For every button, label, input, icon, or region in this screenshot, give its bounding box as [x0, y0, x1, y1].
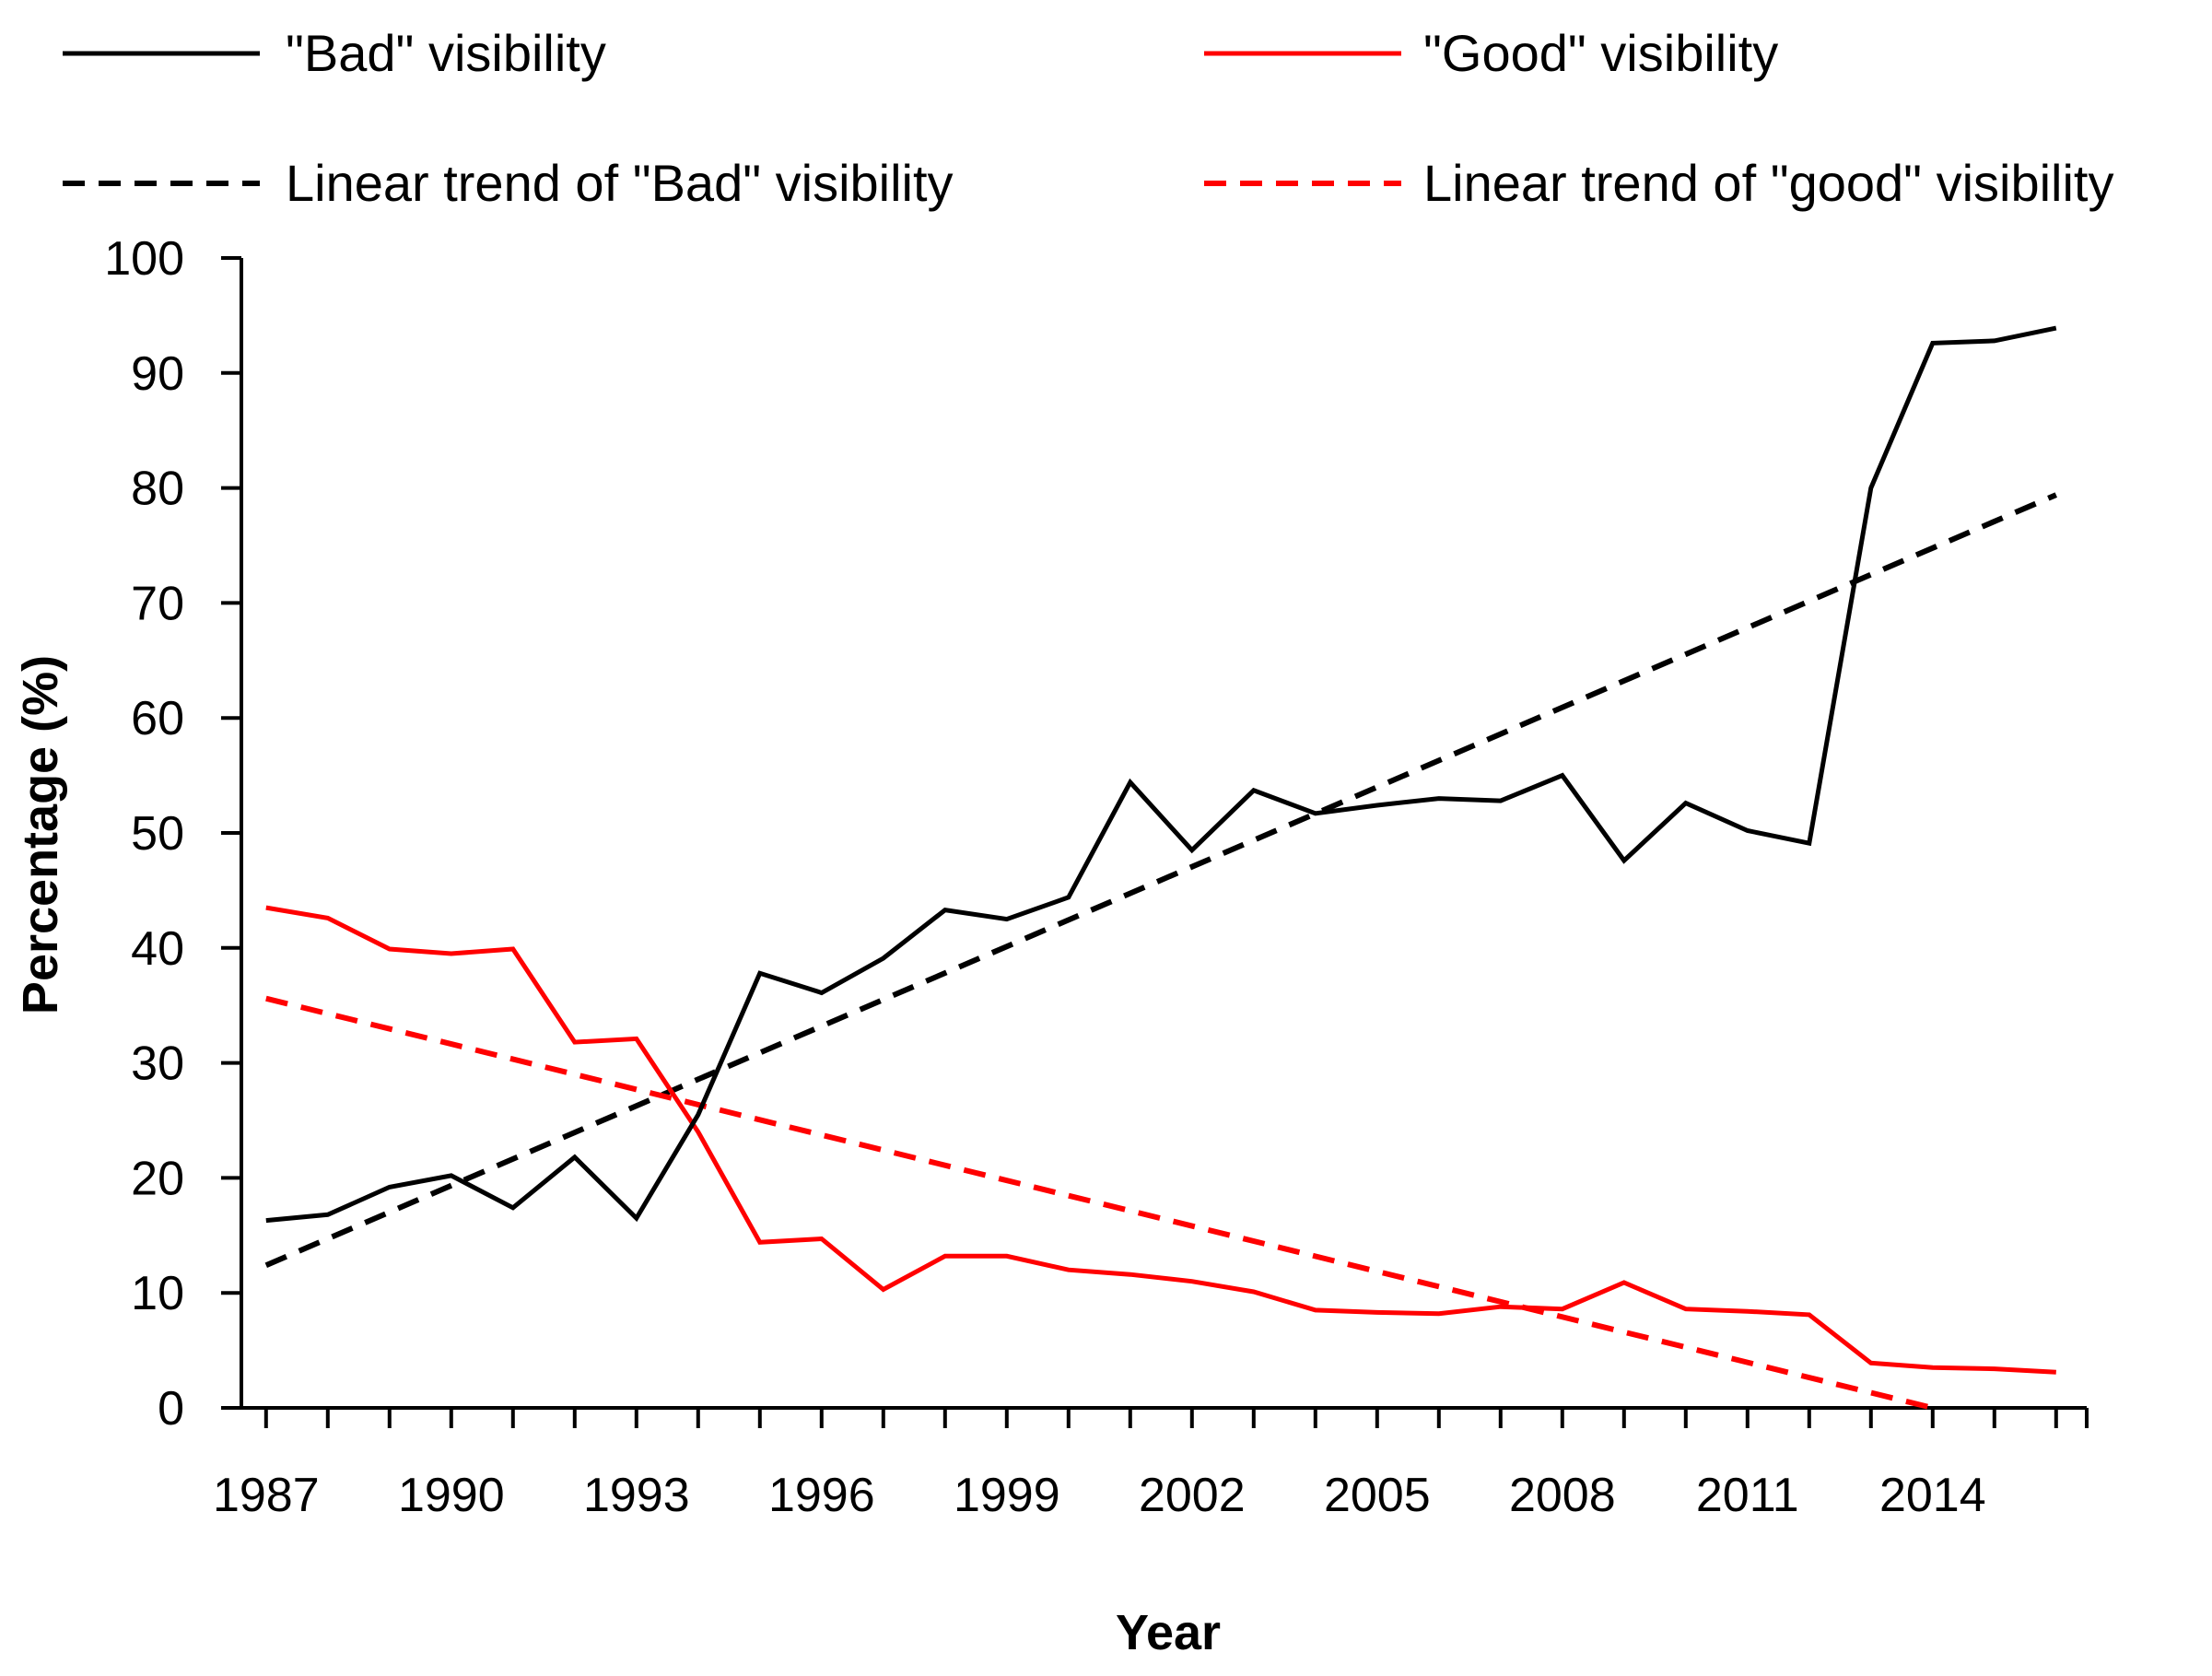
y-tick-label: 20 — [131, 1152, 184, 1205]
y-tick-label: 60 — [131, 692, 184, 745]
trend-bad-visibility-line — [264, 492, 2057, 1268]
y-tick-label: 100 — [104, 232, 184, 286]
y-tick-label: 90 — [131, 347, 184, 401]
x-tick-label: 1999 — [954, 1469, 1060, 1522]
y-tick-label: 0 — [158, 1382, 184, 1436]
y-tick-label: 80 — [131, 463, 184, 516]
y-axis-ticks: 0 10 20 30 40 50 60 70 80 90 100 — [104, 232, 241, 1436]
plot-area — [264, 325, 2057, 1411]
legend: "Bad" visibility "Good" visibility Linea… — [63, 24, 2114, 212]
legend-label-good-trend: Linear trend of "good" visibility — [1423, 154, 2114, 212]
y-tick-label: 40 — [131, 922, 184, 976]
x-axis-ticks: 1987 1990 1993 1996 1999 2002 2005 2008 2011 2014 — [213, 1408, 2089, 1522]
y-tick-label: 50 — [131, 807, 184, 861]
legend-label-bad-trend: Linear trend of "Bad" visibility — [286, 154, 954, 212]
x-tick-label: 2011 — [1696, 1469, 1799, 1522]
series-bad-visibility-line — [265, 325, 2057, 1224]
legend-label-bad: "Bad" visibility — [286, 24, 606, 82]
x-axis-title: Year — [1116, 1605, 1221, 1660]
y-tick-label: 10 — [131, 1267, 184, 1320]
y-tick-label: 70 — [131, 577, 184, 630]
x-tick-label: 1987 — [213, 1469, 320, 1522]
y-axis-title: Percentage (%) — [13, 655, 68, 1014]
x-tick-label: 1993 — [583, 1469, 690, 1522]
x-tick-label: 2005 — [1324, 1469, 1431, 1522]
x-tick-label: 1996 — [768, 1469, 875, 1522]
legend-label-good: "Good" visibility — [1423, 24, 1778, 82]
y-tick-label: 30 — [131, 1037, 184, 1091]
x-tick-label: 2014 — [1879, 1469, 1986, 1522]
x-tick-label: 1990 — [398, 1469, 505, 1522]
series-good-visibility-line — [265, 905, 2056, 1375]
x-tick-label: 2002 — [1139, 1469, 1246, 1522]
x-tick-label: 2008 — [1509, 1469, 1616, 1522]
